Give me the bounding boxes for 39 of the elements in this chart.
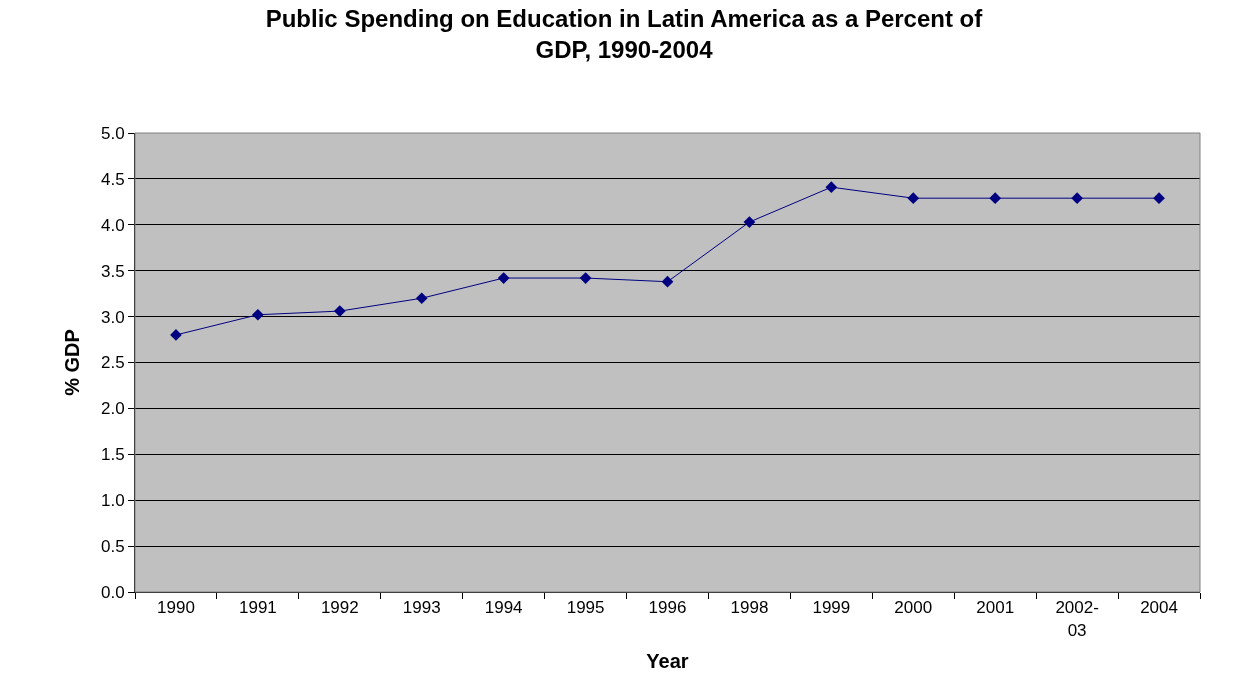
x-tick-label: 1990 [157,598,195,618]
y-tick-label: 2.0 [100,399,125,419]
x-tick-label: 1994 [484,598,523,618]
x-tick-label: 2001 [976,598,1015,618]
x-tick-label: 1992 [320,598,359,618]
x-tick-label: 1991 [238,598,277,618]
point [579,272,592,284]
x-tick-label: 1999 [812,598,851,618]
y-tick-label: 3.5 [100,261,125,281]
y-tick-label: 1.0 [100,491,125,511]
y-tick-label: 3.0 [100,307,125,327]
y-tick-label: 4.0 [100,215,125,235]
y-axis-title: % GDP [61,329,84,396]
point [415,292,428,305]
x-tick-label: 2004 [1140,598,1178,618]
x-tick-label: 2002-03 [1055,598,1099,640]
chart-title: Public Spending on Education in Latin America as a Percent of GDP, 1990-2004 [265,5,984,64]
x-tick-label: 1995 [566,598,605,618]
point [497,272,510,284]
point [1153,192,1165,205]
x-tick-label: 1998 [730,598,769,618]
point [661,275,674,288]
x-axis-title: Year [646,650,689,672]
point [825,181,838,194]
y-tick-label: 5.0 [100,123,125,143]
point [907,192,920,205]
x-tick-label: 1993 [402,598,441,618]
point [252,308,264,321]
point [333,305,346,317]
y-tick-label: 0.0 [100,582,125,602]
point [743,216,756,228]
y-tick-label: 1.5 [100,445,125,465]
y-tick-label: 0.5 [100,537,125,557]
x-tick-label: 1996 [648,598,687,618]
y-tick-label: 2.5 [100,353,125,373]
point [1071,192,1083,205]
point [989,192,1002,205]
y-tick-label: 4.5 [100,169,125,189]
x-tick-label: 2000 [894,598,933,618]
